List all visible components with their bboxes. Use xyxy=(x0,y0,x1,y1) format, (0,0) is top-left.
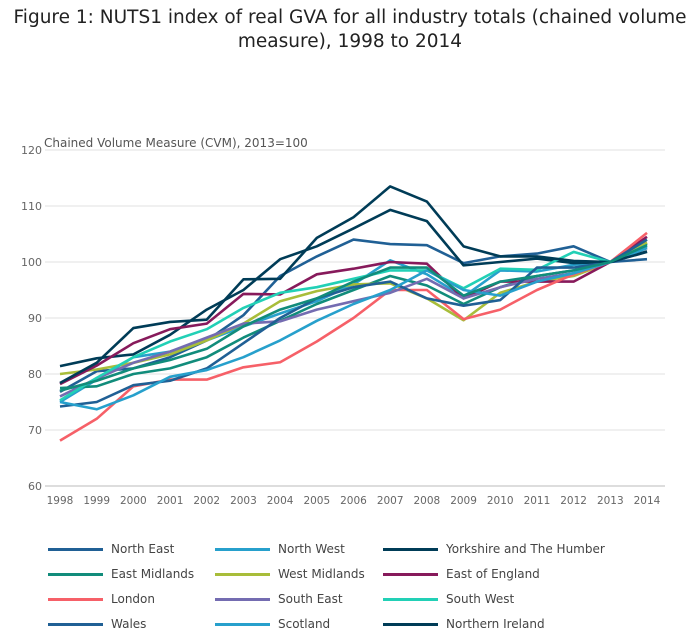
legend-label: North West xyxy=(278,542,345,556)
series-line-north-east xyxy=(59,238,648,394)
series-line-scotland xyxy=(59,246,648,411)
legend-item[interactable]: Scotland xyxy=(215,616,330,632)
legend-item[interactable]: South East xyxy=(215,591,343,607)
legend-label: Scotland xyxy=(278,617,331,631)
legend-label: South East xyxy=(278,592,343,606)
x-tick-label: 2011 xyxy=(524,495,551,507)
x-tick-label: 2010 xyxy=(487,495,514,507)
series-line-northern-ireland xyxy=(59,185,648,385)
series-line-united-kingdom xyxy=(59,244,648,393)
legend-item[interactable]: North East xyxy=(48,541,174,557)
legend-label: North East xyxy=(111,542,175,556)
x-tick-label: 2005 xyxy=(303,495,330,507)
x-tick-label: 2012 xyxy=(560,495,587,507)
x-tick-label: 2006 xyxy=(340,495,367,507)
legend-item[interactable]: East of England xyxy=(383,566,540,582)
x-tick-label: 2013 xyxy=(597,495,624,507)
x-tick-label: 1998 xyxy=(47,495,74,507)
y-tick-label: 80 xyxy=(28,368,42,381)
x-tick-label: 2001 xyxy=(157,495,184,507)
legend-swatch xyxy=(215,597,270,601)
legend-label: South West xyxy=(446,592,515,606)
x-tick-label: 2002 xyxy=(193,495,220,507)
x-tick-label: 1999 xyxy=(83,495,110,507)
legend-label: London xyxy=(111,592,155,606)
series-line-south-east xyxy=(59,246,648,398)
legend-swatch xyxy=(383,597,438,601)
legend-item[interactable]: South West xyxy=(383,591,514,607)
legend-item[interactable]: London xyxy=(48,591,155,607)
x-tick-label: 2000 xyxy=(120,495,147,507)
y-tick-label: 100 xyxy=(21,256,42,269)
y-tick-label: 90 xyxy=(28,312,42,325)
legend-item[interactable]: North West xyxy=(215,541,345,557)
legend-swatch xyxy=(383,547,438,551)
x-tick-label: 2003 xyxy=(230,495,257,507)
legend-swatch xyxy=(48,622,103,626)
y-tick-label: 60 xyxy=(28,480,42,493)
series-line-yorkshire-and-the-humber xyxy=(59,208,648,368)
x-tick-label: 2009 xyxy=(450,495,477,507)
y-tick-label: 120 xyxy=(21,144,42,157)
legend-label: Yorkshire and The Humber xyxy=(446,542,605,556)
x-tick-label: 2007 xyxy=(377,495,404,507)
x-tick-label: 2008 xyxy=(414,495,441,507)
legend-swatch xyxy=(383,622,438,626)
y-axis-label: Chained Volume Measure (CVM), 2013=100 xyxy=(44,136,308,150)
x-tick-label: 2014 xyxy=(634,495,661,507)
plot-area: 60 70 80 90 100 110 120 1998 1999 2000 2001 2002 200… xyxy=(21,144,665,507)
legend-swatch xyxy=(383,572,438,576)
legend-swatch xyxy=(215,547,270,551)
y-tick-label: 70 xyxy=(28,424,42,437)
x-tick-label: 2004 xyxy=(267,495,294,507)
legend-swatch xyxy=(215,572,270,576)
series-line-wales xyxy=(59,238,648,408)
chart-title: Figure 1: NUTS1 index of real GVA for al… xyxy=(13,7,687,52)
legend-swatch xyxy=(48,547,103,551)
legend-item[interactable]: West Midlands xyxy=(215,566,365,582)
legend-swatch xyxy=(215,622,270,626)
legend-swatch xyxy=(48,597,103,601)
legend-item[interactable]: Northern Ireland xyxy=(383,616,545,632)
series-line-east-of-england xyxy=(59,235,648,386)
legend-label: Northern Ireland xyxy=(446,617,545,631)
legend-item[interactable]: Wales xyxy=(48,616,146,632)
legend-swatch xyxy=(48,572,103,576)
series-line-south-west xyxy=(59,244,648,402)
legend-label: East of England xyxy=(446,567,540,581)
legend-label: Wales xyxy=(111,617,147,631)
legend-label: West Midlands xyxy=(278,567,365,581)
legend-item[interactable]: East Midlands xyxy=(48,566,194,582)
y-tick-label: 110 xyxy=(21,200,42,213)
legend-item[interactable]: Yorkshire and The Humber xyxy=(383,541,605,557)
legend-label: East Midlands xyxy=(111,567,195,581)
